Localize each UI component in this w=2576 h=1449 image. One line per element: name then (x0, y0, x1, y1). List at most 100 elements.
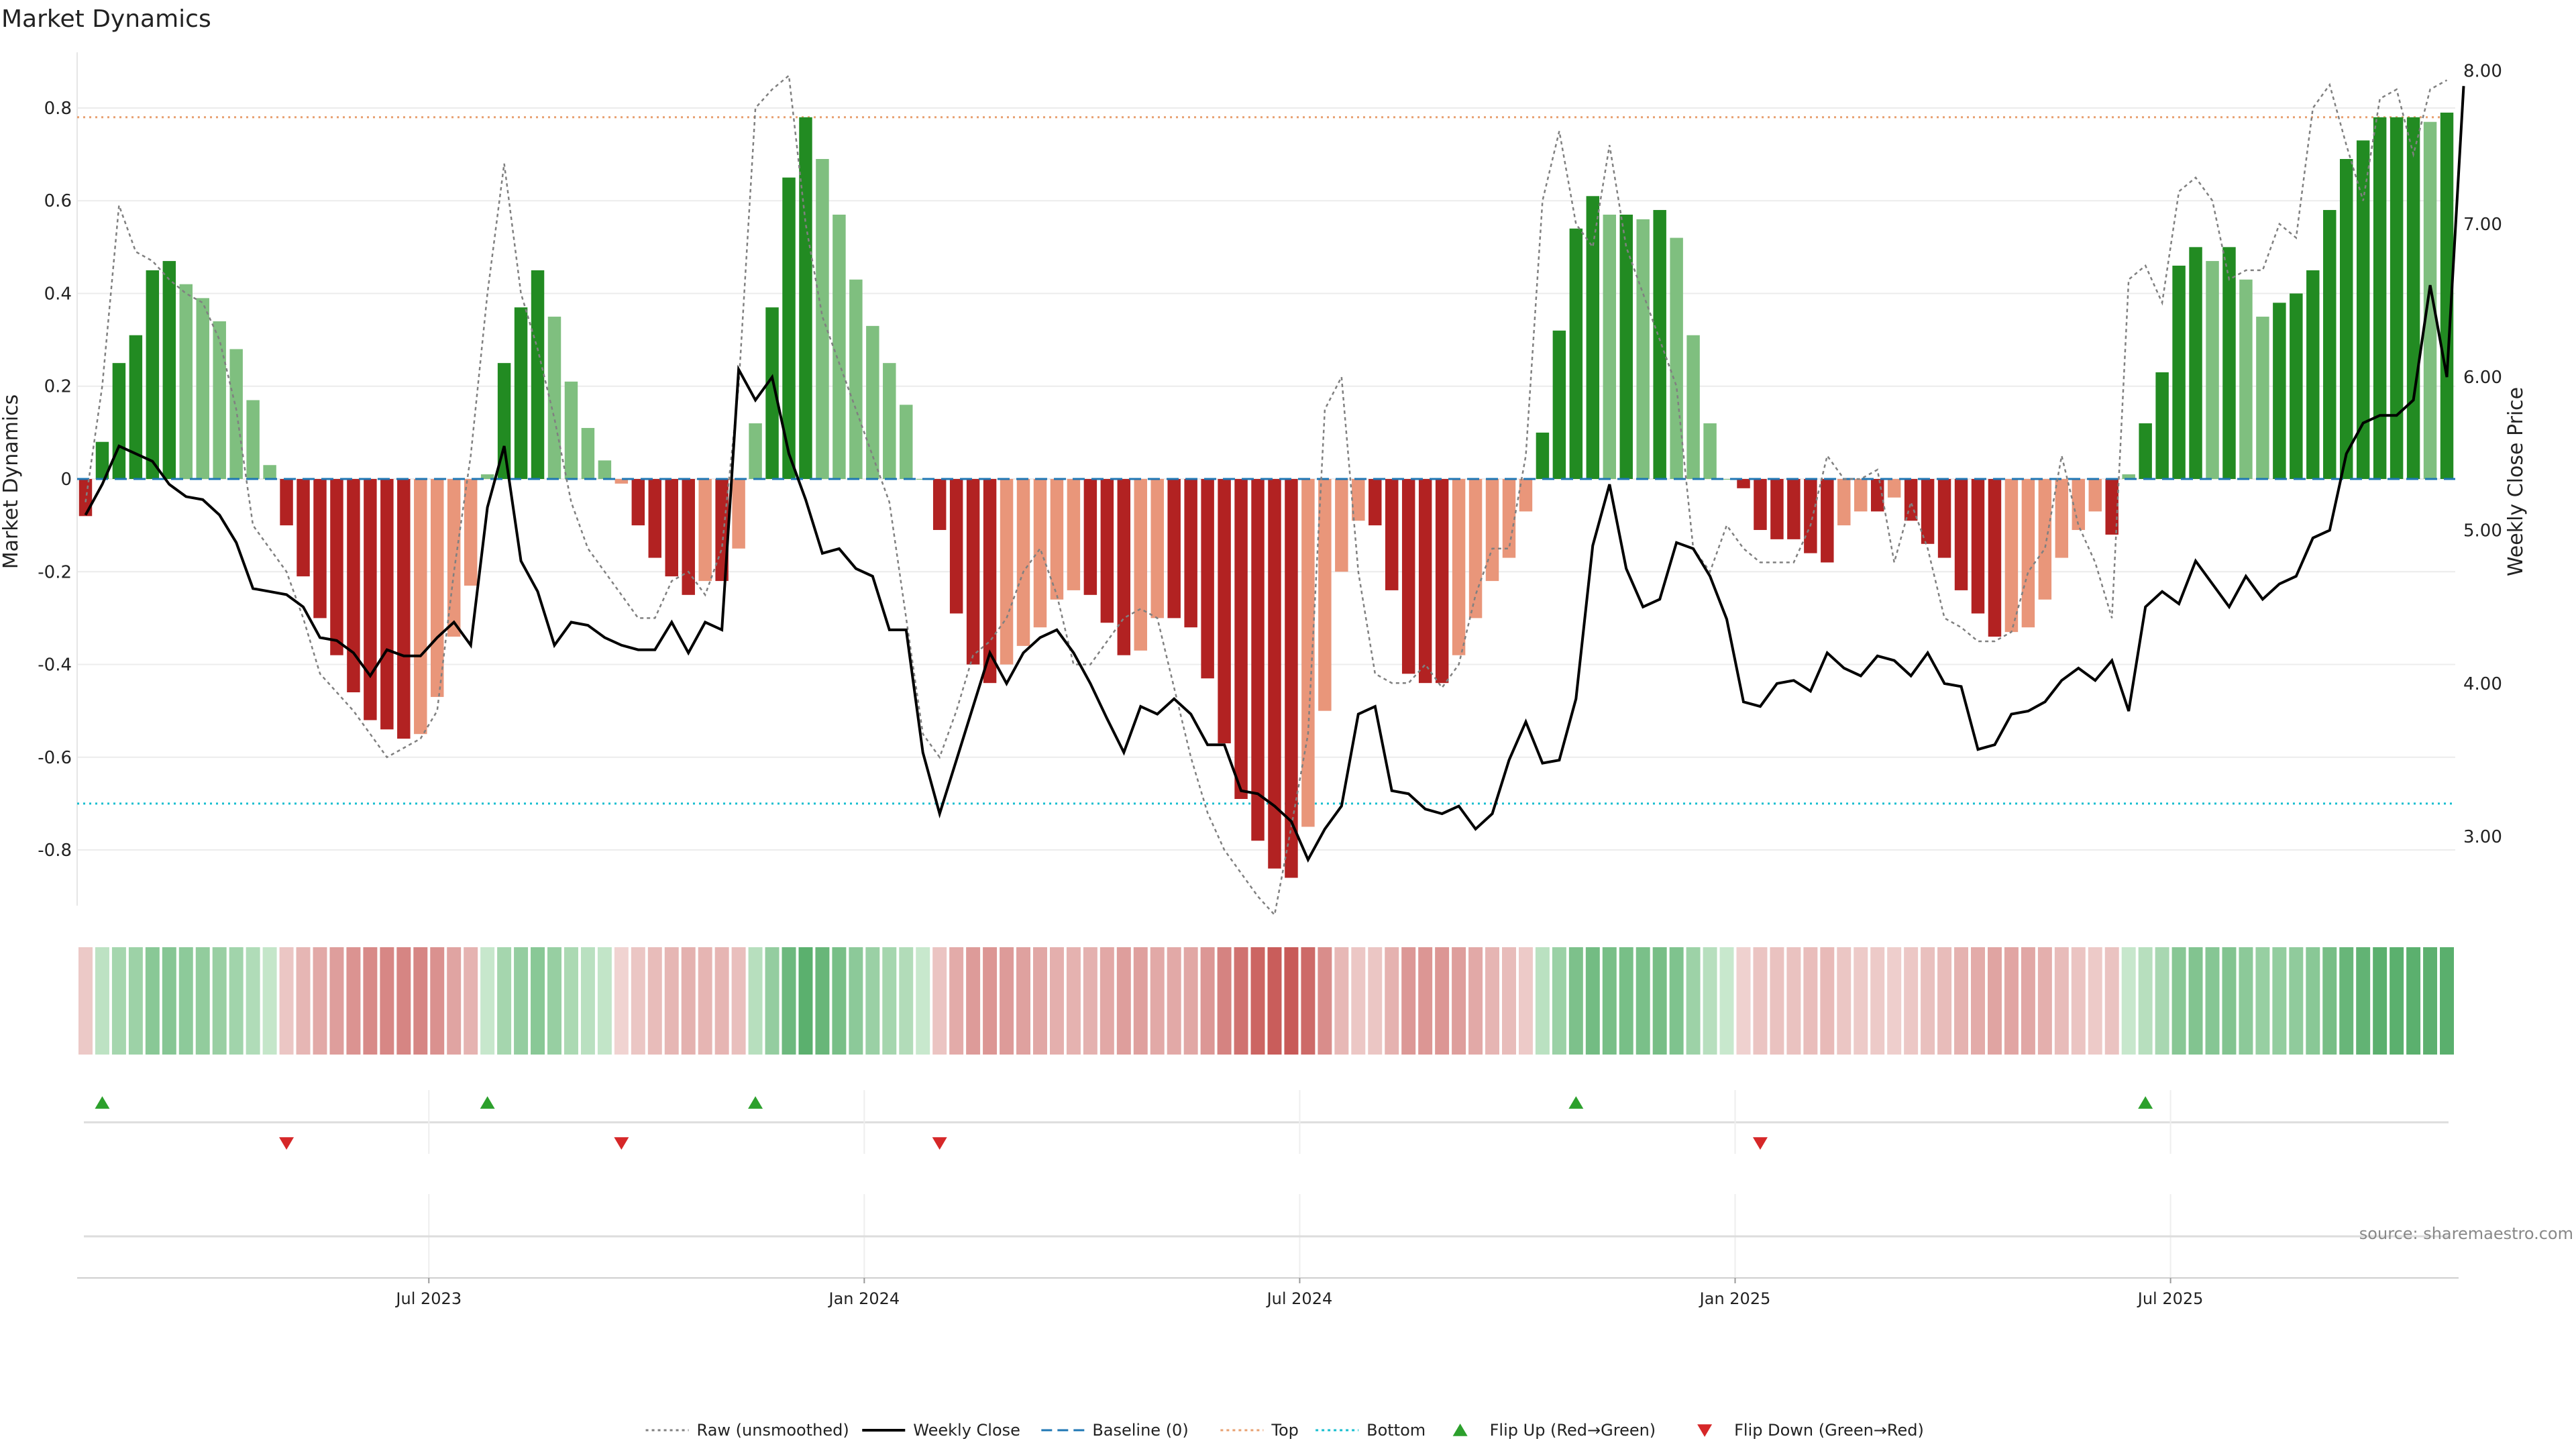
heat-cell (396, 947, 411, 1055)
bar (2290, 293, 2303, 479)
heat-cell (1502, 947, 1516, 1055)
heat-cell (1736, 947, 1751, 1055)
bar (581, 427, 595, 479)
heat-cell (2071, 947, 2086, 1055)
legend: Raw (unsmoothed) Weekly Close Baseline (0)… (645, 1421, 1924, 1440)
bar (682, 479, 695, 595)
heat-cell (664, 947, 679, 1055)
heat-cell (447, 947, 462, 1055)
heat-cell (2021, 947, 2035, 1055)
heat-cell (983, 947, 998, 1055)
heat-cell (966, 947, 981, 1055)
heat-cell (2289, 947, 2304, 1055)
legend-label: Raw (unsmoothed) (697, 1421, 849, 1440)
right-tick-label: 5.00 (2463, 521, 2502, 541)
legend-label: Flip Down (Green→Red) (1734, 1421, 1924, 1440)
bar (1636, 219, 1650, 479)
heat-cell (1167, 947, 1181, 1055)
bar (1603, 214, 1617, 479)
bar (1150, 479, 1164, 619)
heat-cell (2138, 947, 2153, 1055)
heat-cell (1351, 947, 1366, 1055)
heat-cell (865, 947, 880, 1055)
heat-cell (128, 947, 143, 1055)
x-axis: Jul 2023 Jan 2024 Jul 2024 Jan 2025 Jul 2025 (77, 1277, 2459, 1308)
bar (1301, 479, 1315, 827)
bar (1804, 479, 1817, 553)
bar (1536, 432, 1550, 479)
heat-cell (78, 947, 93, 1055)
heat-cell (714, 947, 729, 1055)
bar (1468, 479, 1483, 619)
heat-cell (1786, 947, 1801, 1055)
heat-cell (1468, 947, 1483, 1055)
bar (146, 270, 160, 479)
heat-cell (1183, 947, 1198, 1055)
bar (1218, 479, 1231, 744)
heat-cell (1234, 947, 1248, 1055)
bar (1837, 479, 1851, 526)
heat-cell (1987, 947, 2002, 1055)
left-tick-label: 0.8 (44, 99, 72, 119)
heat-cell (2188, 947, 2203, 1055)
heat-cell (2272, 947, 2287, 1055)
bar (732, 479, 745, 549)
heat-cell (1552, 947, 1566, 1055)
heat-cell (1686, 947, 1701, 1055)
bar (966, 479, 980, 665)
heat-cell (2390, 947, 2404, 1055)
bar (1100, 479, 1114, 623)
bar (883, 363, 896, 479)
heat-cell (2054, 947, 2069, 1055)
heat-cell (798, 947, 813, 1055)
heat-cell (1854, 947, 1868, 1055)
bar (1184, 479, 1197, 628)
heat-cell (2356, 947, 2371, 1055)
bar (1385, 479, 1399, 590)
heat-cell (1016, 947, 1030, 1055)
empty-panel (84, 1194, 2449, 1278)
bar (297, 479, 310, 577)
bar (866, 325, 879, 479)
heat-cell (1669, 947, 1684, 1055)
bar (2105, 479, 2118, 535)
bar (1904, 479, 1918, 521)
flip-down-marker (932, 1137, 947, 1150)
raw-line (85, 74, 2448, 917)
bar (799, 117, 812, 480)
bar (631, 479, 645, 526)
bar (2339, 159, 2353, 479)
heat-cell (246, 947, 260, 1055)
heat-cell (514, 947, 529, 1055)
bar (380, 479, 394, 730)
heat-cell (1820, 947, 1835, 1055)
x-tick-label: Jul 2023 (394, 1289, 462, 1308)
heat-cell (162, 947, 176, 1055)
bar (246, 400, 260, 479)
bar (2038, 479, 2052, 600)
heat-cell (849, 947, 863, 1055)
left-tick-label: 0 (60, 470, 72, 490)
bar (1519, 479, 1533, 512)
bar (213, 321, 226, 479)
right-axis: 8.00 7.00 6.00 5.00 4.00 3.00 (2463, 61, 2502, 847)
bar (1954, 479, 1968, 590)
heat-cell (363, 947, 378, 1055)
bar (1016, 479, 1030, 646)
heat-cell (932, 947, 947, 1055)
heat-cell (1770, 947, 1784, 1055)
bar (1285, 479, 1298, 878)
x-tick-label: Jan 2024 (827, 1289, 900, 1308)
bar (2390, 117, 2404, 480)
heat-cell (1602, 947, 1617, 1055)
bar (749, 423, 762, 479)
bar (1418, 479, 1432, 684)
bar (1988, 479, 2002, 637)
heat-cell (647, 947, 662, 1055)
heat-cell (2423, 947, 2438, 1055)
heat-cell (1200, 947, 1215, 1055)
bar (715, 479, 729, 582)
heat-cell (1301, 947, 1316, 1055)
left-tick-label: -0.6 (38, 748, 72, 768)
heat-cell (195, 947, 210, 1055)
